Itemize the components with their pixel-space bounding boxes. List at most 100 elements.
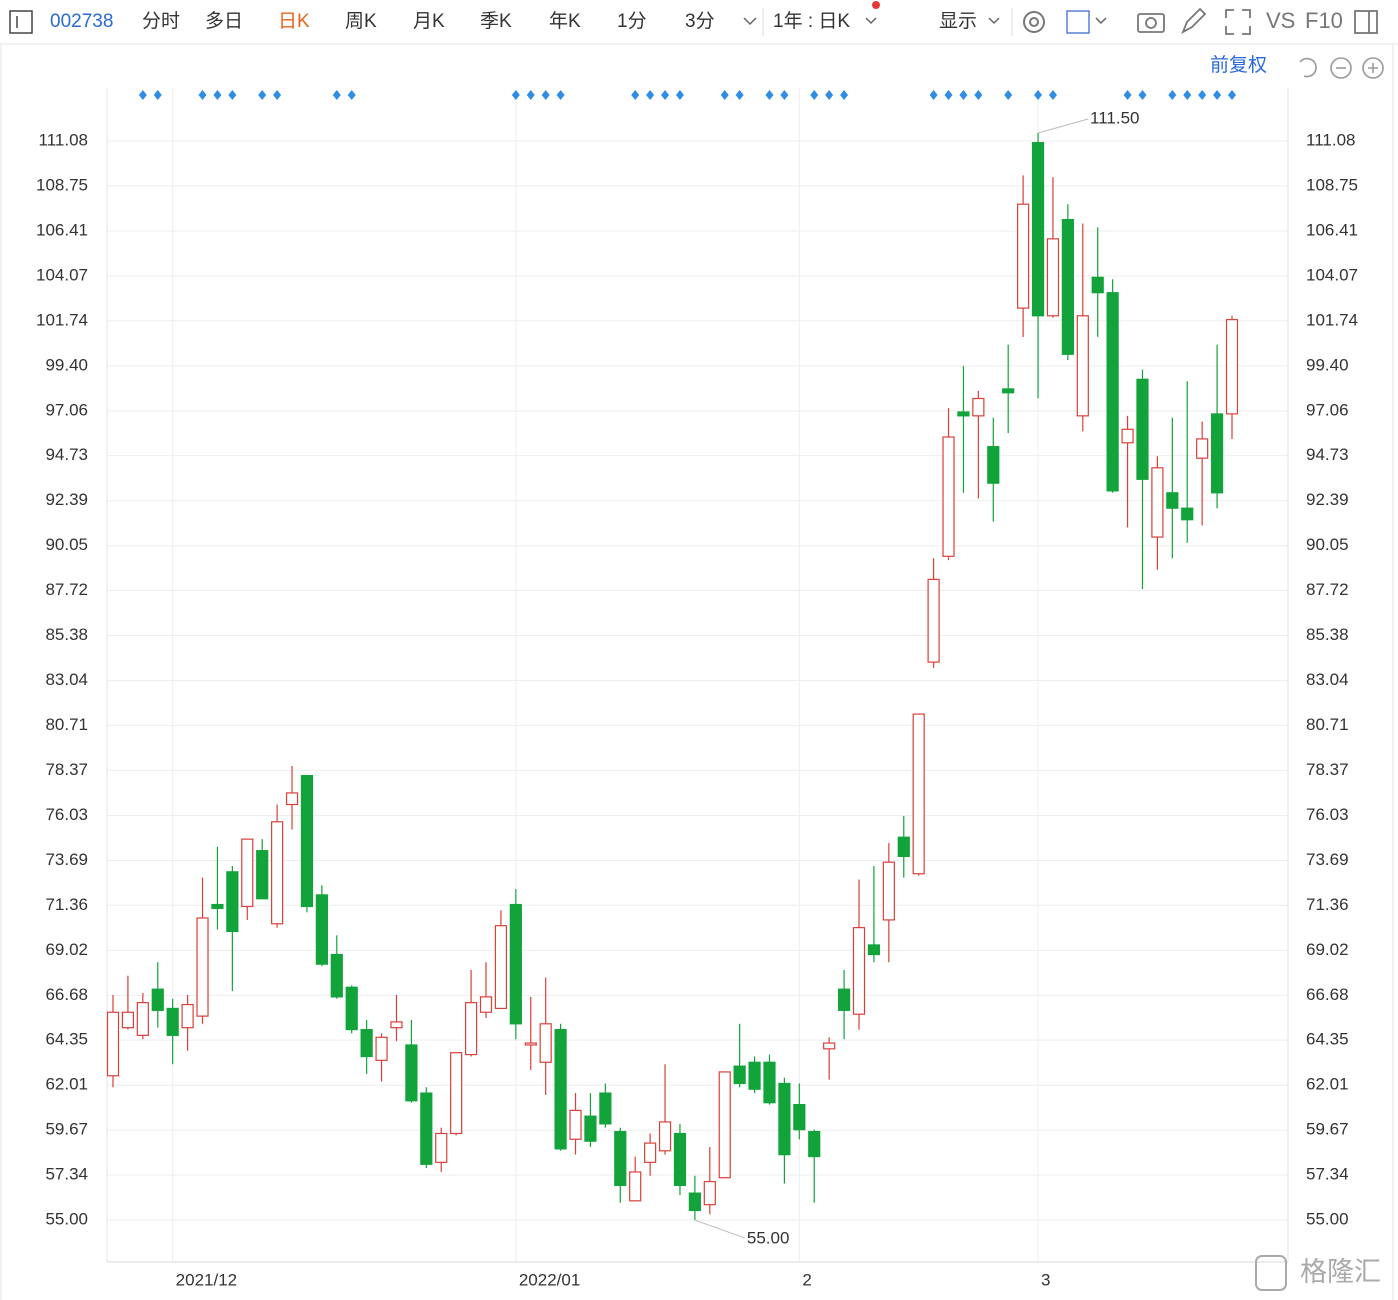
panel-icon[interactable] [1354,10,1378,34]
display-chevron [988,17,1000,25]
adjust-button[interactable]: 前复权 [1210,54,1267,76]
range-chevron [865,17,877,25]
zoom-in-icon[interactable] [1362,57,1384,79]
candle-body [987,446,1000,484]
camera-icon[interactable] [1137,13,1165,33]
event-marker [213,90,222,100]
candle-body [121,1011,135,1029]
candle-body [1091,276,1104,294]
more-chevron[interactable] [743,17,757,26]
vs-button[interactable]: VS [1266,8,1295,33]
candle-body [241,838,254,908]
y2-tick-label: 62.01 [1306,1075,1349,1094]
candle-body [166,1007,179,1036]
candle-body [285,792,299,806]
notify-dot [872,1,880,9]
y-tick-label: 78.37 [45,760,88,779]
candle-body [1181,507,1194,521]
candle-body [375,1036,388,1061]
candle-body [554,1028,567,1150]
candle-body [300,775,314,908]
candle-body [793,1104,806,1131]
period-tab[interactable]: 日K [278,11,310,32]
draw-icon[interactable] [1181,7,1207,35]
candle-body [569,1109,582,1140]
period-tab[interactable]: 多日 [205,10,243,32]
event-marker [646,90,655,100]
stock-icon[interactable] [9,10,33,34]
fullscreen-icon[interactable] [1225,9,1251,35]
candle-body [718,1071,731,1179]
candle-body [450,1052,463,1135]
period-tabs: 分时 多日 日K 周K 月K 季K 年K 1分 3分 [142,10,715,32]
candle-body [1106,292,1119,492]
y-tick-label: 59.67 [45,1120,88,1139]
event-marker [780,90,789,100]
y2-tick-label: 99.40 [1306,355,1349,374]
undo-icon[interactable] [1299,57,1317,78]
candle-body [1121,428,1134,444]
candle-body [658,1121,672,1152]
watermark-logo [1255,1255,1287,1291]
y2-tick-label: 106.41 [1306,220,1358,239]
y2-tick-label: 90.05 [1306,535,1349,554]
event-marker [1213,90,1222,100]
y-tick-label: 94.73 [45,445,88,464]
color-chevron [1095,17,1107,25]
candle-body [927,578,940,663]
candle-body [1076,315,1089,417]
candle-body [688,1192,701,1212]
period-tab[interactable]: 1分 [617,10,647,32]
period-tab[interactable]: 周K [345,11,377,32]
candle-body [703,1180,716,1206]
period-tab[interactable]: 月K [413,11,445,32]
stock-code[interactable]: 002738 [50,11,113,32]
settings-icon[interactable] [1023,11,1045,33]
candle-body [733,1065,746,1085]
event-marker [675,90,684,100]
candle-body [464,1002,478,1056]
y-tick-label: 83.04 [45,670,88,689]
display-menu[interactable]: 显示 [939,11,977,32]
event-marker [511,90,520,100]
candle-body [837,988,851,1011]
candle-body [1017,203,1030,309]
y-tick-label: 106.41 [36,220,88,239]
y2-tick-label: 59.67 [1306,1120,1349,1139]
candle-body [1136,378,1149,480]
candle-body [509,903,522,1025]
candle-body [136,1002,149,1036]
period-tab[interactable]: 3分 [685,10,715,32]
candle-body [405,1044,418,1102]
range-select[interactable]: 1年 : 日K [773,10,850,32]
event-marker [1198,90,1207,100]
event-marker [332,90,341,100]
candle-body [106,1011,120,1077]
candle-body [196,917,209,1017]
period-tab[interactable]: 季K [480,10,512,32]
zoom-out-icon[interactable] [1330,57,1352,79]
event-marker [1168,90,1177,100]
event-marker [347,90,356,100]
max-annotation: 111.50 [1090,109,1139,128]
candle-body [1166,492,1179,509]
period-tab[interactable]: 分时 [142,10,180,32]
y2-tick-label: 104.07 [1306,265,1358,284]
candle-body [912,713,925,875]
color-box[interactable] [1066,10,1090,34]
settings-icon-core [1029,17,1039,27]
candle-body [271,821,284,925]
event-marker [944,90,953,100]
period-tab[interactable]: 年K [549,10,581,32]
candle-body [315,894,328,965]
event-marker [720,90,729,100]
candle-body [330,953,343,998]
event-marker [1048,90,1057,100]
y-tick-label: 64.35 [45,1030,88,1049]
candle-body [644,1142,657,1163]
plot: 55.00 55.00 57.34 57.34 59.67 59.67 62.01 62.01… [36,88,1358,1289]
y2-tick-label: 94.73 [1306,445,1349,464]
f10-button[interactable]: F10 [1305,8,1343,33]
event-marker [153,90,162,100]
y2-tick-label: 87.72 [1306,580,1349,599]
